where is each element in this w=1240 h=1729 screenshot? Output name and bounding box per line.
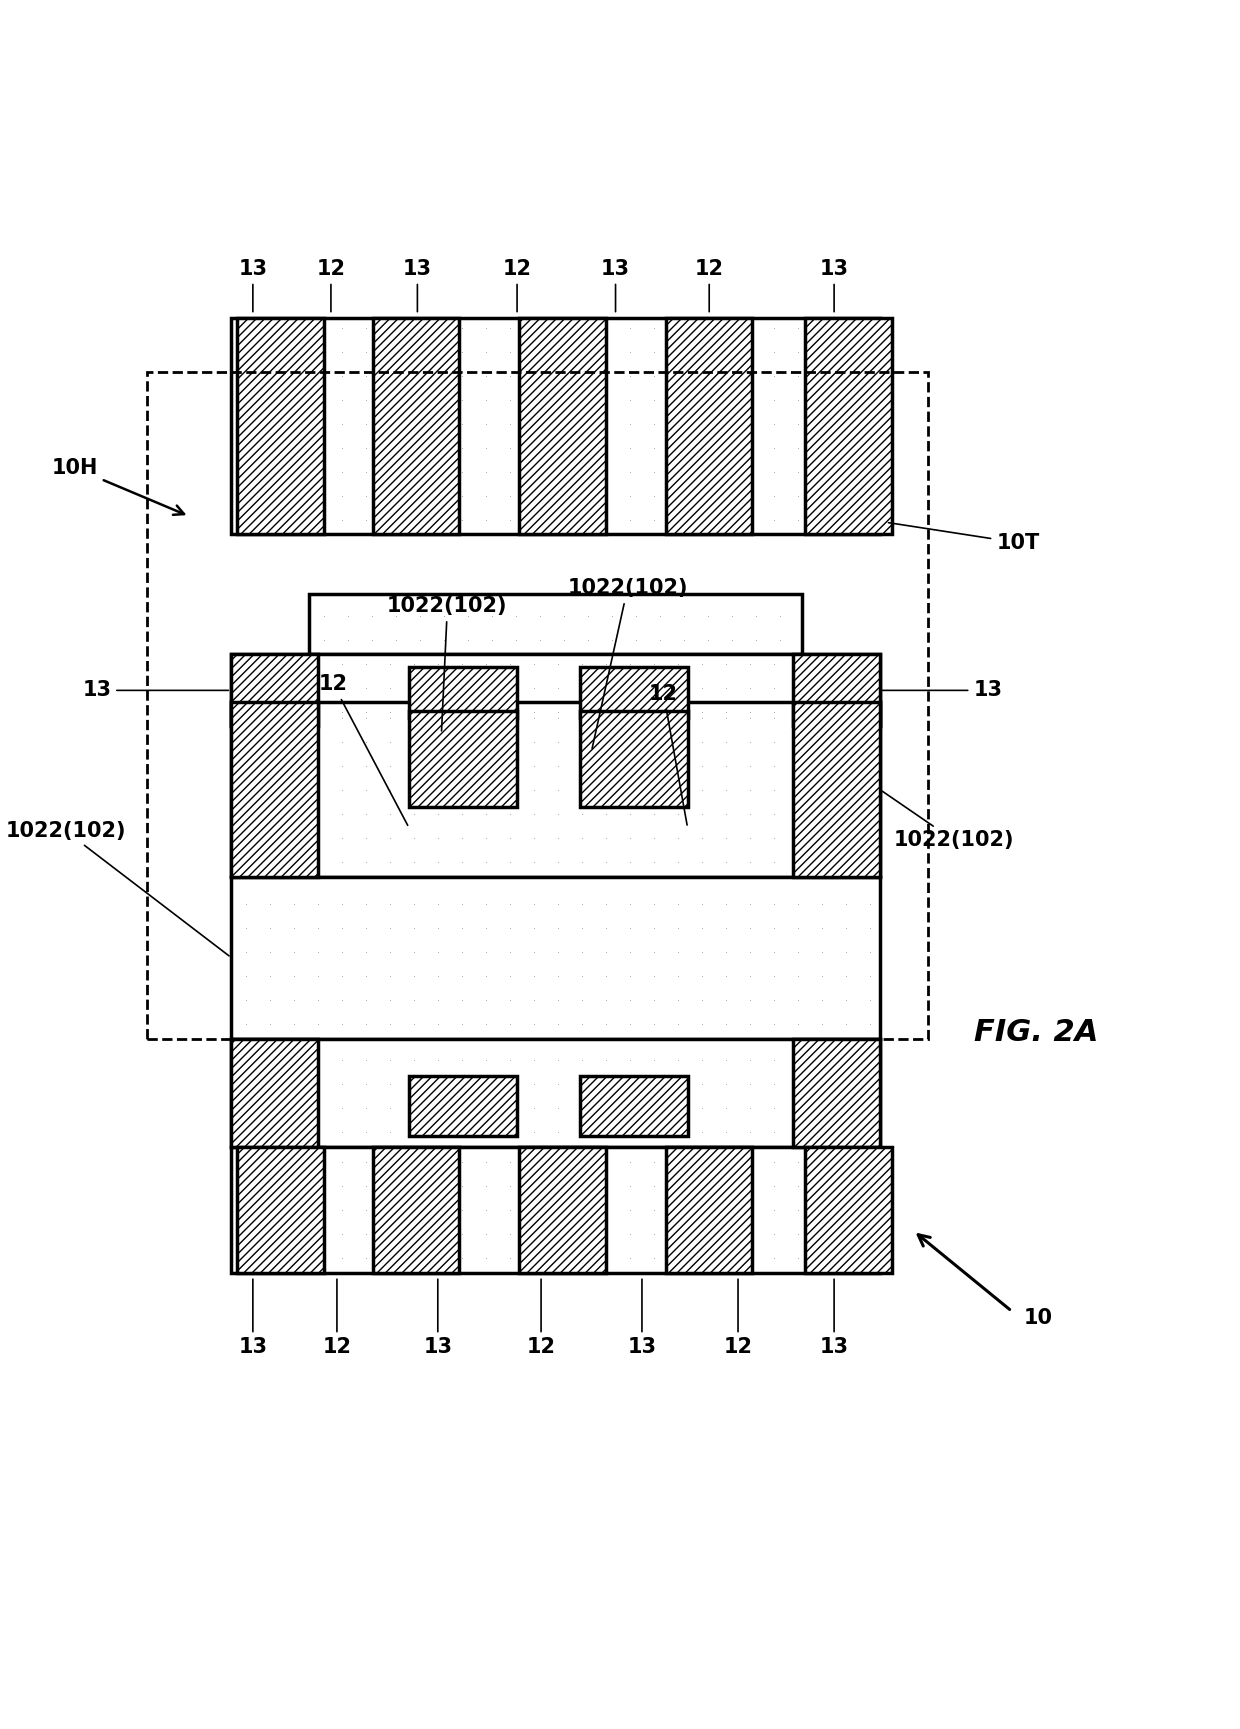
Bar: [520, 1146, 606, 1273]
Bar: [579, 667, 688, 718]
Text: 13: 13: [601, 259, 630, 311]
Text: 13: 13: [820, 259, 848, 311]
Text: 12: 12: [723, 1279, 753, 1357]
Text: 12: 12: [502, 259, 532, 311]
Bar: [794, 1039, 879, 1146]
Bar: [794, 654, 879, 726]
Bar: [309, 595, 802, 654]
Bar: [237, 318, 324, 534]
Text: 12: 12: [319, 674, 408, 825]
Bar: [373, 1146, 460, 1273]
Bar: [231, 1146, 879, 1273]
Bar: [231, 702, 879, 877]
Bar: [237, 1146, 324, 1273]
Text: FIG. 2A: FIG. 2A: [973, 1018, 1099, 1048]
Bar: [373, 318, 460, 534]
Bar: [409, 667, 517, 718]
Text: 1022(102): 1022(102): [567, 577, 688, 749]
Bar: [231, 318, 879, 534]
Bar: [231, 877, 879, 1039]
Bar: [805, 1146, 892, 1273]
Text: 12: 12: [694, 259, 724, 311]
Text: 13: 13: [403, 259, 432, 311]
Text: 12: 12: [649, 685, 687, 825]
Bar: [409, 1077, 517, 1136]
Bar: [520, 318, 606, 534]
Bar: [231, 1039, 317, 1146]
Text: 10T: 10T: [889, 522, 1039, 553]
Bar: [148, 372, 928, 1039]
Bar: [794, 702, 879, 877]
Bar: [805, 318, 892, 534]
Text: 1022(102): 1022(102): [387, 597, 507, 731]
Bar: [231, 1039, 879, 1146]
Bar: [231, 654, 879, 726]
Text: 13: 13: [627, 1279, 656, 1357]
Text: 10H: 10H: [52, 458, 184, 515]
Text: 12: 12: [316, 259, 346, 311]
Bar: [666, 1146, 753, 1273]
Bar: [579, 1077, 688, 1136]
Text: 13: 13: [423, 1279, 453, 1357]
Text: 12: 12: [322, 1279, 351, 1357]
Text: 13: 13: [238, 1279, 268, 1357]
Text: 10: 10: [1024, 1309, 1053, 1328]
Bar: [231, 702, 317, 877]
Bar: [579, 711, 688, 807]
Text: 13: 13: [238, 259, 268, 311]
Text: 1022(102): 1022(102): [5, 821, 229, 956]
Text: 13: 13: [820, 1279, 848, 1357]
Bar: [666, 318, 753, 534]
Bar: [231, 654, 317, 726]
Text: 13: 13: [82, 681, 228, 700]
Text: 1022(102): 1022(102): [882, 790, 1014, 851]
Bar: [409, 711, 517, 807]
Text: 13: 13: [883, 681, 1002, 700]
Text: 12: 12: [527, 1279, 556, 1357]
